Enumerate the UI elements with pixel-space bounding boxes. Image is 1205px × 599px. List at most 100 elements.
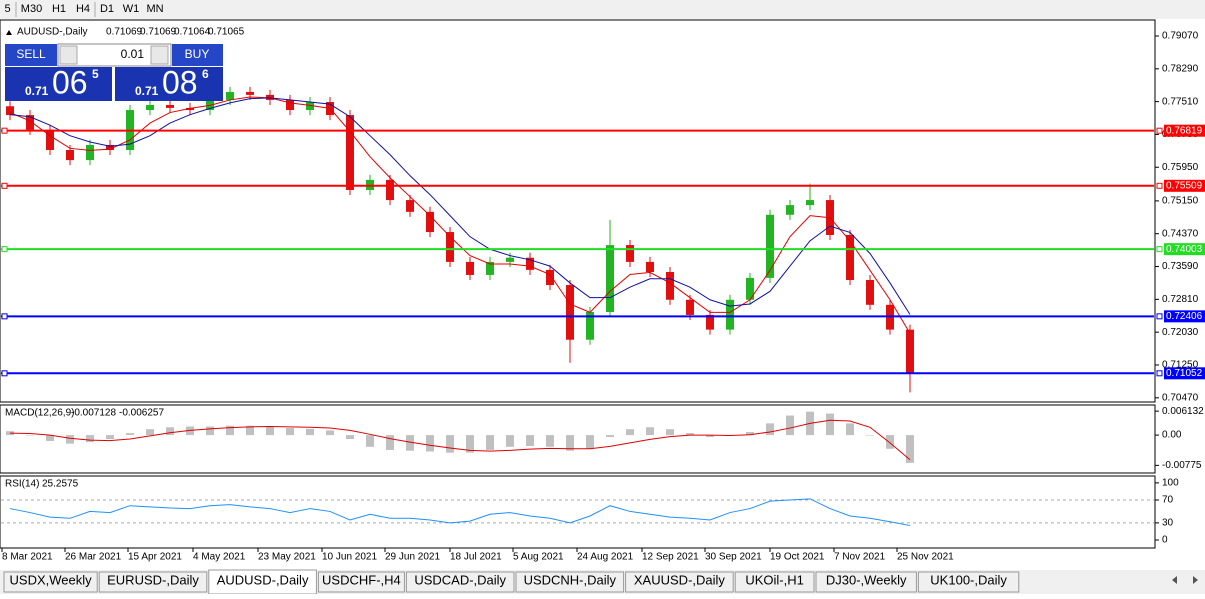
level-handle[interactable] [1, 182, 8, 189]
macd-bar [266, 426, 274, 436]
tab[interactable] [3, 571, 98, 593]
macd-bar [446, 435, 454, 453]
x-tick-label: 29 Jun 2021 [385, 552, 440, 563]
macd-bar [326, 430, 334, 436]
candle-body [386, 179, 394, 201]
candle-body [646, 261, 654, 273]
candle-body [86, 144, 94, 161]
tab-label[interactable]: XAUUSD-,Daily [634, 572, 726, 587]
lot-field[interactable] [57, 43, 172, 67]
candle-body [286, 99, 294, 111]
tab[interactable] [98, 571, 208, 593]
level-handle[interactable] [1, 246, 8, 253]
candle-body [526, 257, 534, 270]
lot-up[interactable] [150, 45, 169, 65]
moving-average [9, 97, 911, 315]
x-tick-label: 7 Nov 2021 [834, 552, 886, 563]
candle-body [66, 149, 74, 161]
macd-bar [386, 435, 394, 450]
chart-tabs: USDX,Weekly EURUSD-,Daily AUDUSD-,Daily USD… [3, 569, 1198, 595]
tab[interactable] [815, 571, 917, 593]
chart-title: AUDUSD-,Daily [17, 27, 88, 38]
level-handle[interactable] [1, 313, 8, 320]
tab[interactable] [917, 571, 1020, 593]
tab-scroll-left[interactable] [1172, 576, 1177, 584]
rsi-value: 25.2575 [42, 479, 79, 490]
buy-button[interactable] [172, 44, 223, 66]
macd-bar [26, 435, 34, 436]
candle-body [866, 279, 874, 305]
candle-body [746, 277, 754, 300]
x-tick-label: 19 Oct 2021 [770, 552, 825, 563]
tab-label[interactable]: DJ30-,Weekly [826, 572, 907, 587]
timeframe-button[interactable]: W1 [123, 3, 140, 15]
macd-bar [506, 435, 514, 447]
level-handle[interactable] [1, 127, 8, 134]
candle-body [46, 129, 54, 150]
rsi-panel [0, 475, 1156, 549]
timeframe-toolbar: 5 M30 H1 H4 D1 W1 MN [4, 2, 164, 17]
lot-down[interactable] [59, 45, 78, 65]
timeframe-button[interactable]: 5 [4, 3, 10, 15]
tab-label[interactable]: EURUSD-,Daily [107, 572, 199, 587]
trade-panel: SELL 0.01 BUY 0.71 06 5 0.71 08 6 [5, 43, 223, 101]
level-label-bg [1164, 367, 1205, 380]
sell-label[interactable]: SELL [16, 47, 46, 61]
tab[interactable] [515, 571, 625, 593]
level-handle[interactable] [1156, 246, 1163, 253]
tab[interactable] [405, 571, 515, 593]
macd-bar [526, 435, 534, 447]
timeframe-button[interactable]: MN [146, 3, 163, 15]
timeframe-button[interactable]: H1 [52, 3, 66, 15]
tab-label[interactable]: AUDUSD-,Daily [217, 572, 309, 587]
lot-value[interactable]: 0.01 [121, 47, 145, 61]
level-label: 0.76819 [1166, 125, 1203, 136]
tab-scroll-right[interactable] [1193, 576, 1198, 584]
timeframe-button[interactable]: D1 [100, 3, 114, 15]
level-handle[interactable] [1, 370, 8, 377]
macd-bar [246, 425, 254, 436]
x-tick-label: 12 Sep 2021 [642, 552, 699, 563]
macd-bar [206, 426, 214, 436]
timeframe-button[interactable]: M30 [21, 3, 42, 15]
y-tick-label: 0.006132 [1162, 406, 1204, 417]
level-label: 0.74003 [1166, 244, 1203, 255]
level-handle[interactable] [1156, 370, 1163, 377]
tab-label[interactable]: USDCHF-,H4 [322, 572, 401, 587]
tab-label[interactable]: USDX,Weekly [10, 572, 93, 587]
active-tab[interactable] [208, 569, 317, 595]
macd-bar [746, 431, 754, 436]
tab-label[interactable]: UKOil-,H1 [745, 572, 804, 587]
collapse-icon[interactable] [6, 30, 12, 35]
macd-main-value: -0.007128 [71, 408, 116, 419]
buy-label[interactable]: BUY [185, 47, 210, 61]
sell-button[interactable] [5, 44, 57, 66]
macd-bar [546, 435, 554, 447]
candle-body [106, 144, 114, 150]
macd-bar [906, 435, 914, 463]
tab[interactable] [734, 571, 815, 593]
macd-bar [106, 435, 114, 439]
macd-bar [706, 435, 714, 438]
tab[interactable] [625, 571, 734, 593]
level-handle[interactable] [1156, 182, 1163, 189]
bid-box[interactable] [5, 67, 112, 101]
macd-bar [686, 433, 694, 436]
candle-body [726, 299, 734, 330]
y-tick-label: 100 [1162, 477, 1179, 488]
tab[interactable] [317, 571, 405, 593]
y-tick-label: 0.74370 [1162, 228, 1199, 239]
tab-label[interactable]: UK100-,Daily [930, 572, 1007, 587]
level-handle[interactable] [1156, 127, 1163, 134]
x-tick-label: 18 Jul 2021 [450, 552, 502, 563]
timeframe-button[interactable]: H4 [76, 3, 90, 15]
tab-label[interactable]: USDCAD-,Daily [414, 572, 506, 587]
tab-label[interactable]: USDCNH-,Daily [524, 572, 617, 587]
macd-bar [146, 429, 154, 436]
ask-box[interactable] [115, 67, 223, 101]
macd-bar [586, 435, 594, 449]
macd-bar [786, 415, 794, 436]
candle-body [426, 211, 434, 233]
quote-open: 0.71069 [106, 27, 143, 38]
level-handle[interactable] [1156, 313, 1163, 320]
